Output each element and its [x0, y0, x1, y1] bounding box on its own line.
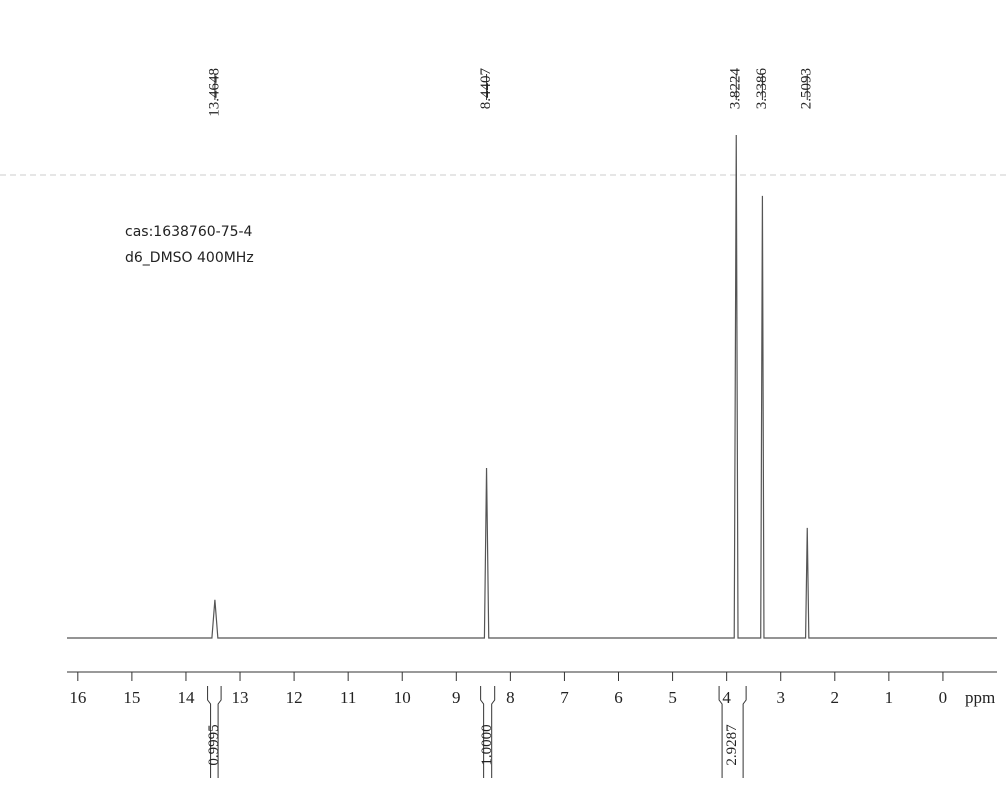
annotation: cas:1638760-75-4	[125, 224, 253, 240]
integral-bracket	[480, 686, 496, 778]
x-tick-label: 12	[286, 688, 303, 707]
peak-label: 2.5093	[799, 68, 815, 109]
annotation: d6_DMSO 400MHz	[125, 250, 254, 266]
x-tick-label: 9	[452, 688, 461, 707]
x-tick-label: 8	[506, 688, 515, 707]
x-tick-label: 3	[776, 688, 785, 707]
x-tick-label: 5	[668, 688, 677, 707]
x-tick-label: 7	[560, 688, 569, 707]
x-tick-label: 16	[69, 688, 86, 707]
x-tick-label: 6	[614, 688, 623, 707]
x-tick-label: 10	[394, 688, 411, 707]
peak-label: 3.3386	[754, 68, 770, 110]
x-tick-label: 0	[939, 688, 948, 707]
x-tick-label: 11	[340, 688, 356, 707]
spectrum-line	[67, 134, 997, 639]
integral-label: 2.9287	[724, 724, 740, 766]
peak-label: 13.4648	[206, 68, 222, 117]
peak-label: 8.4407	[478, 68, 494, 110]
peak-label: 3.8224	[728, 68, 744, 110]
x-axis-label: ppm	[965, 688, 995, 707]
x-tick-label: 2	[831, 688, 840, 707]
integral-label: 0.9995	[206, 724, 222, 765]
x-tick-label: 13	[232, 688, 249, 707]
x-tick-label: 14	[177, 688, 195, 707]
x-tick-label: 1	[885, 688, 894, 707]
integral-bracket	[718, 686, 747, 778]
x-tick-label: 4	[722, 688, 731, 707]
integral-bracket	[207, 686, 222, 778]
x-tick-label: 15	[123, 688, 140, 707]
integral-label: 1.0000	[479, 724, 495, 765]
